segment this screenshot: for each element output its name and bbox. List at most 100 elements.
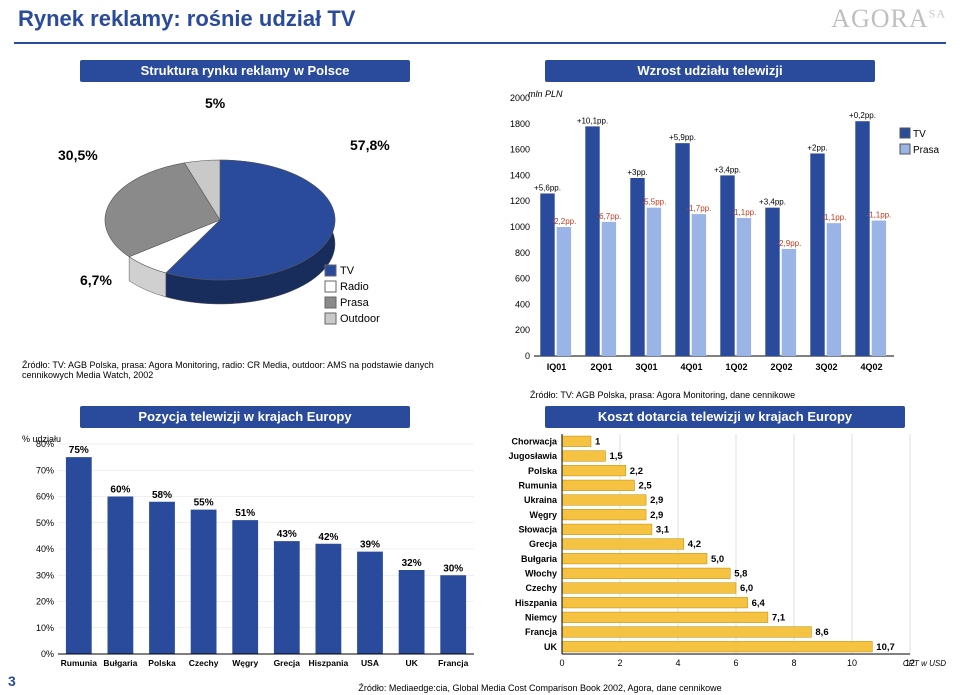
svg-text:1400: 1400 — [510, 170, 530, 180]
svg-text:-1,7pp.: -1,7pp. — [686, 204, 711, 213]
svg-text:6,0: 6,0 — [740, 583, 753, 594]
growth-bar-prasa — [872, 221, 886, 356]
svg-text:0: 0 — [525, 351, 530, 361]
svg-text:-2,2pp.: -2,2pp. — [551, 217, 576, 226]
svg-text:50%: 50% — [36, 518, 54, 528]
svg-text:6: 6 — [733, 658, 738, 668]
growth-bar-prasa — [647, 208, 661, 356]
cost-bar — [562, 480, 635, 491]
cost-bar — [562, 627, 811, 638]
svg-text:% udziału: % udziału — [22, 434, 61, 444]
svg-text:TV: TV — [340, 265, 355, 277]
svg-text:8,6: 8,6 — [815, 627, 828, 638]
cost-bar — [562, 553, 707, 564]
svg-text:+10,1pp.: +10,1pp. — [577, 116, 608, 125]
svg-text:Grecja: Grecja — [529, 539, 558, 549]
svg-text:20%: 20% — [36, 597, 54, 607]
svg-text:Hiszpania: Hiszpania — [515, 598, 558, 608]
position-header: Pozycja telewizji w krajach Europy — [80, 406, 410, 428]
svg-text:39%: 39% — [360, 540, 380, 551]
svg-text:IQ01: IQ01 — [547, 362, 567, 372]
svg-text:Rumunia: Rumunia — [518, 481, 557, 491]
svg-text:2,9: 2,9 — [650, 510, 663, 521]
svg-text:4: 4 — [675, 658, 680, 668]
svg-text:-1,1pp.: -1,1pp. — [821, 213, 846, 222]
svg-text:2,5: 2,5 — [639, 481, 653, 492]
svg-text:40%: 40% — [36, 544, 54, 554]
pie-chart: 57,8%6,7%30,5%5%TVRadioPrasaOutdoor — [20, 90, 480, 360]
cost-bar — [562, 465, 626, 476]
growth-bar-prasa — [602, 222, 616, 356]
svg-text:4Q02: 4Q02 — [860, 362, 882, 372]
svg-text:Outdoor: Outdoor — [340, 313, 380, 325]
svg-text:Bułgaria: Bułgaria — [103, 658, 137, 668]
svg-text:UK: UK — [544, 642, 557, 652]
svg-text:Węgry: Węgry — [232, 658, 258, 668]
growth-header: Wzrost udziału telewizji — [545, 60, 875, 82]
svg-text:-1,1pp.: -1,1pp. — [866, 211, 891, 220]
cost-bar — [562, 641, 872, 652]
slide-number: 3 — [8, 673, 16, 689]
svg-text:10%: 10% — [36, 623, 54, 633]
svg-text:Słowacja: Słowacja — [518, 525, 558, 535]
svg-text:UK: UK — [405, 658, 418, 668]
svg-text:4Q01: 4Q01 — [680, 362, 702, 372]
page-title: Rynek reklamy: rośnie udział TV — [18, 6, 355, 32]
position-bar — [399, 570, 425, 654]
svg-text:5,0: 5,0 — [711, 554, 724, 565]
svg-text:1000: 1000 — [510, 222, 530, 232]
svg-text:-6,7pp.: -6,7pp. — [596, 212, 621, 221]
svg-text:+2pp.: +2pp. — [807, 143, 827, 152]
svg-text:2: 2 — [617, 658, 622, 668]
growth-bar-prasa — [827, 223, 841, 356]
svg-text:1800: 1800 — [510, 119, 530, 129]
position-chart: 0%10%20%30%40%50%60%70%80%% udziału75%Ru… — [20, 430, 480, 680]
cost-bar — [562, 568, 730, 579]
svg-text:8: 8 — [791, 658, 796, 668]
svg-text:-2,9pp.: -2,9pp. — [776, 239, 801, 248]
svg-text:800: 800 — [515, 248, 530, 258]
svg-text:10,7: 10,7 — [876, 642, 895, 653]
svg-text:55%: 55% — [194, 498, 214, 509]
growth-bar-prasa — [782, 249, 796, 356]
svg-text:Polska: Polska — [528, 466, 558, 476]
svg-text:TV: TV — [913, 129, 926, 140]
growth-quadrant: 0200400600800100012001400160018002000mln… — [490, 86, 950, 386]
svg-text:Rumunia: Rumunia — [61, 658, 98, 668]
svg-text:Polska: Polska — [148, 658, 176, 668]
position-bar — [191, 510, 217, 654]
cost-bar — [562, 524, 652, 535]
svg-text:70%: 70% — [36, 465, 54, 475]
growth-bar-tv — [765, 208, 779, 356]
svg-text:CPT w USD: CPT w USD — [903, 659, 946, 668]
svg-text:5,8: 5,8 — [734, 569, 747, 580]
pie-slice-label: 6,7% — [80, 272, 112, 288]
svg-text:Chorwacja: Chorwacja — [511, 437, 558, 447]
pie-slice-label: 5% — [205, 95, 226, 111]
growth-chart: 0200400600800100012001400160018002000mln… — [490, 86, 950, 386]
svg-text:30%: 30% — [36, 570, 54, 580]
svg-text:1,5: 1,5 — [610, 451, 624, 462]
svg-text:+0,2pp.: +0,2pp. — [849, 111, 876, 120]
growth-bar-tv — [720, 175, 734, 356]
growth-bar-prasa — [692, 214, 706, 356]
growth-bar-prasa — [557, 227, 571, 356]
svg-text:Prasa: Prasa — [340, 297, 370, 309]
position-bar — [66, 457, 92, 654]
pie-legend: TVRadioPrasaOutdoor — [325, 265, 380, 325]
svg-text:400: 400 — [515, 299, 530, 309]
svg-text:4,2: 4,2 — [688, 539, 701, 550]
svg-text:200: 200 — [515, 325, 530, 335]
svg-text:Węgry: Węgry — [529, 510, 557, 520]
position-bar — [316, 544, 342, 654]
position-bar — [108, 497, 134, 655]
growth-bar-tv — [810, 153, 824, 356]
svg-text:+5,9pp.: +5,9pp. — [669, 133, 696, 142]
agora-logo: AGORASA — [831, 4, 946, 34]
svg-text:58%: 58% — [152, 490, 172, 501]
growth-source: Źródło: TV: AGB Polska, prasa: Agora Mon… — [530, 390, 950, 400]
growth-bar-tv — [675, 143, 689, 356]
pie-slice-label: 30,5% — [58, 147, 98, 163]
cost-bar — [562, 436, 591, 447]
svg-text:60%: 60% — [36, 492, 54, 502]
